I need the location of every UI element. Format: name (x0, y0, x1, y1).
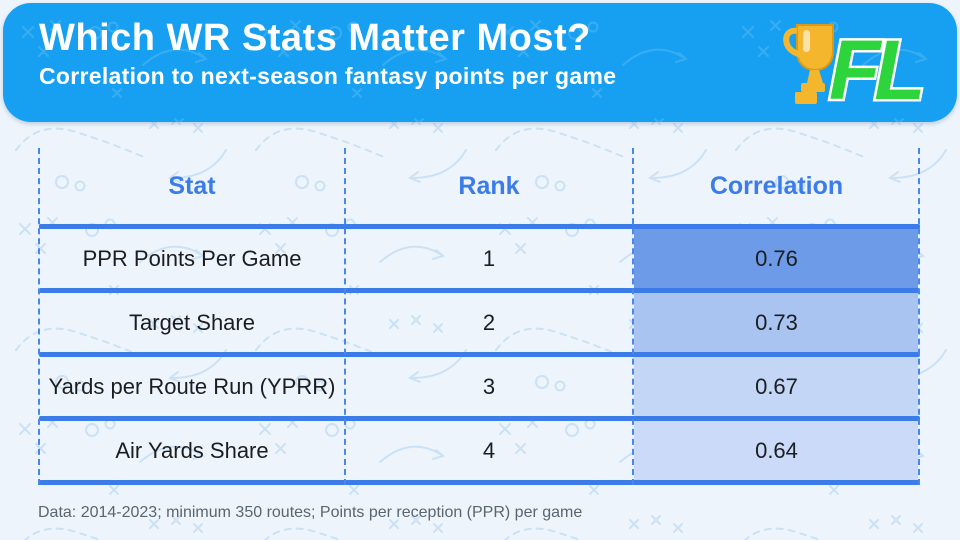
column-header-stat: Stat (168, 171, 216, 200)
correlation-cell-shade (634, 293, 918, 352)
page-title: Which WR Stats Matter Most? (39, 17, 591, 59)
table-row: Target Share 2 0.73 (39, 293, 920, 352)
table-divider-line (39, 480, 920, 485)
data-footnote: Data: 2014-2023; minimum 350 routes; Poi… (38, 504, 583, 521)
correlation-cell-shade (634, 421, 918, 480)
stat-cell: Air Yards Share (115, 437, 269, 463)
table-divider-line (39, 224, 920, 229)
table-row: Air Yards Share 4 0.64 (39, 421, 920, 480)
rank-cell: 4 (482, 437, 496, 463)
table-dashed-column-line (38, 148, 40, 485)
correlation-cell: 0.73 (755, 309, 798, 335)
table-header-row: Stat Rank Correlation (39, 148, 920, 224)
header-banner: Which WR Stats Matter Most? Correlation … (3, 3, 957, 122)
correlation-cell: 0.67 (755, 373, 798, 399)
stats-table: Stat Rank Correlation PPR Points Per Gam… (38, 148, 920, 485)
table-dashed-column-line (344, 148, 346, 485)
correlation-cell: 0.76 (755, 245, 798, 271)
column-header-correlation: Correlation (709, 171, 844, 200)
table-dashed-column-line (632, 148, 634, 485)
trophy-icon (783, 24, 834, 104)
fantasy-life-logo: FL (783, 21, 930, 120)
table-dashed-column-line (918, 148, 920, 485)
correlation-cell-shade (634, 229, 918, 288)
rank-cell: 2 (482, 309, 496, 335)
rank-cell: 1 (482, 245, 496, 271)
column-header-rank: Rank (458, 171, 520, 200)
table-row: PPR Points Per Game 1 0.76 (39, 229, 920, 288)
correlation-cell-shade (634, 357, 918, 416)
stat-cell: Yards per Route Run (YPRR) (48, 373, 336, 399)
stat-cell: PPR Points Per Game (82, 245, 302, 271)
header-titles: Which WR Stats Matter Most? Correlation … (39, 15, 616, 91)
table-divider-line (39, 416, 920, 421)
correlation-cell: 0.64 (755, 437, 798, 463)
table-divider-line (39, 352, 920, 357)
page-subtitle: Correlation to next-season fantasy point… (39, 63, 617, 89)
logo-fl-text: FL (829, 23, 921, 117)
table-row: Yards per Route Run (YPRR) 3 0.67 (39, 357, 920, 416)
stat-cell: Target Share (129, 309, 255, 335)
rank-cell: 3 (482, 373, 496, 399)
table-divider-line (39, 288, 920, 293)
